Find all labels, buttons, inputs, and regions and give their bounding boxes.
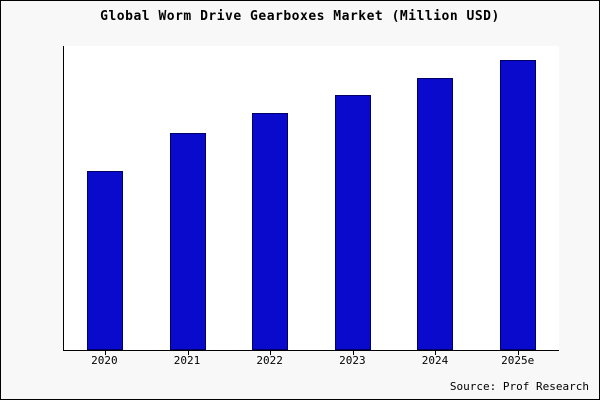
x-axis-label-2020: 2020 xyxy=(91,354,118,367)
bar-slot xyxy=(477,46,560,355)
axis-tick xyxy=(435,351,437,355)
bar-slot xyxy=(229,46,312,355)
bar-2025e xyxy=(499,60,536,350)
bar-slot xyxy=(64,46,147,355)
x-axis-label-2023: 2023 xyxy=(339,354,366,367)
bar-slot xyxy=(394,46,477,355)
source-note: Source: Prof Research xyxy=(449,380,589,393)
plot-area xyxy=(63,46,560,355)
bar-2021 xyxy=(169,132,206,350)
axis-tick xyxy=(105,351,107,355)
bar-2023 xyxy=(334,95,371,350)
x-axis-labels: 2020 2021 2022 2023 2024 2025e xyxy=(63,354,559,367)
bar-slot xyxy=(312,46,395,355)
axis-tick xyxy=(270,351,272,355)
x-axis-label-2025e: 2025e xyxy=(501,354,535,367)
axis-tick xyxy=(517,351,519,355)
bar-slot xyxy=(147,46,230,355)
bar-2022 xyxy=(252,112,289,350)
axis-tick xyxy=(352,351,354,355)
x-axis-label-2021: 2021 xyxy=(173,354,201,367)
x-axis-label-2024: 2024 xyxy=(421,354,449,367)
bar-2020 xyxy=(87,170,124,350)
chart-title: Global Worm Drive Gearboxes Market (Mill… xyxy=(100,9,500,24)
bar-2024 xyxy=(417,77,454,350)
axis-tick xyxy=(187,351,189,355)
x-axis-label-2022: 2022 xyxy=(256,354,283,367)
